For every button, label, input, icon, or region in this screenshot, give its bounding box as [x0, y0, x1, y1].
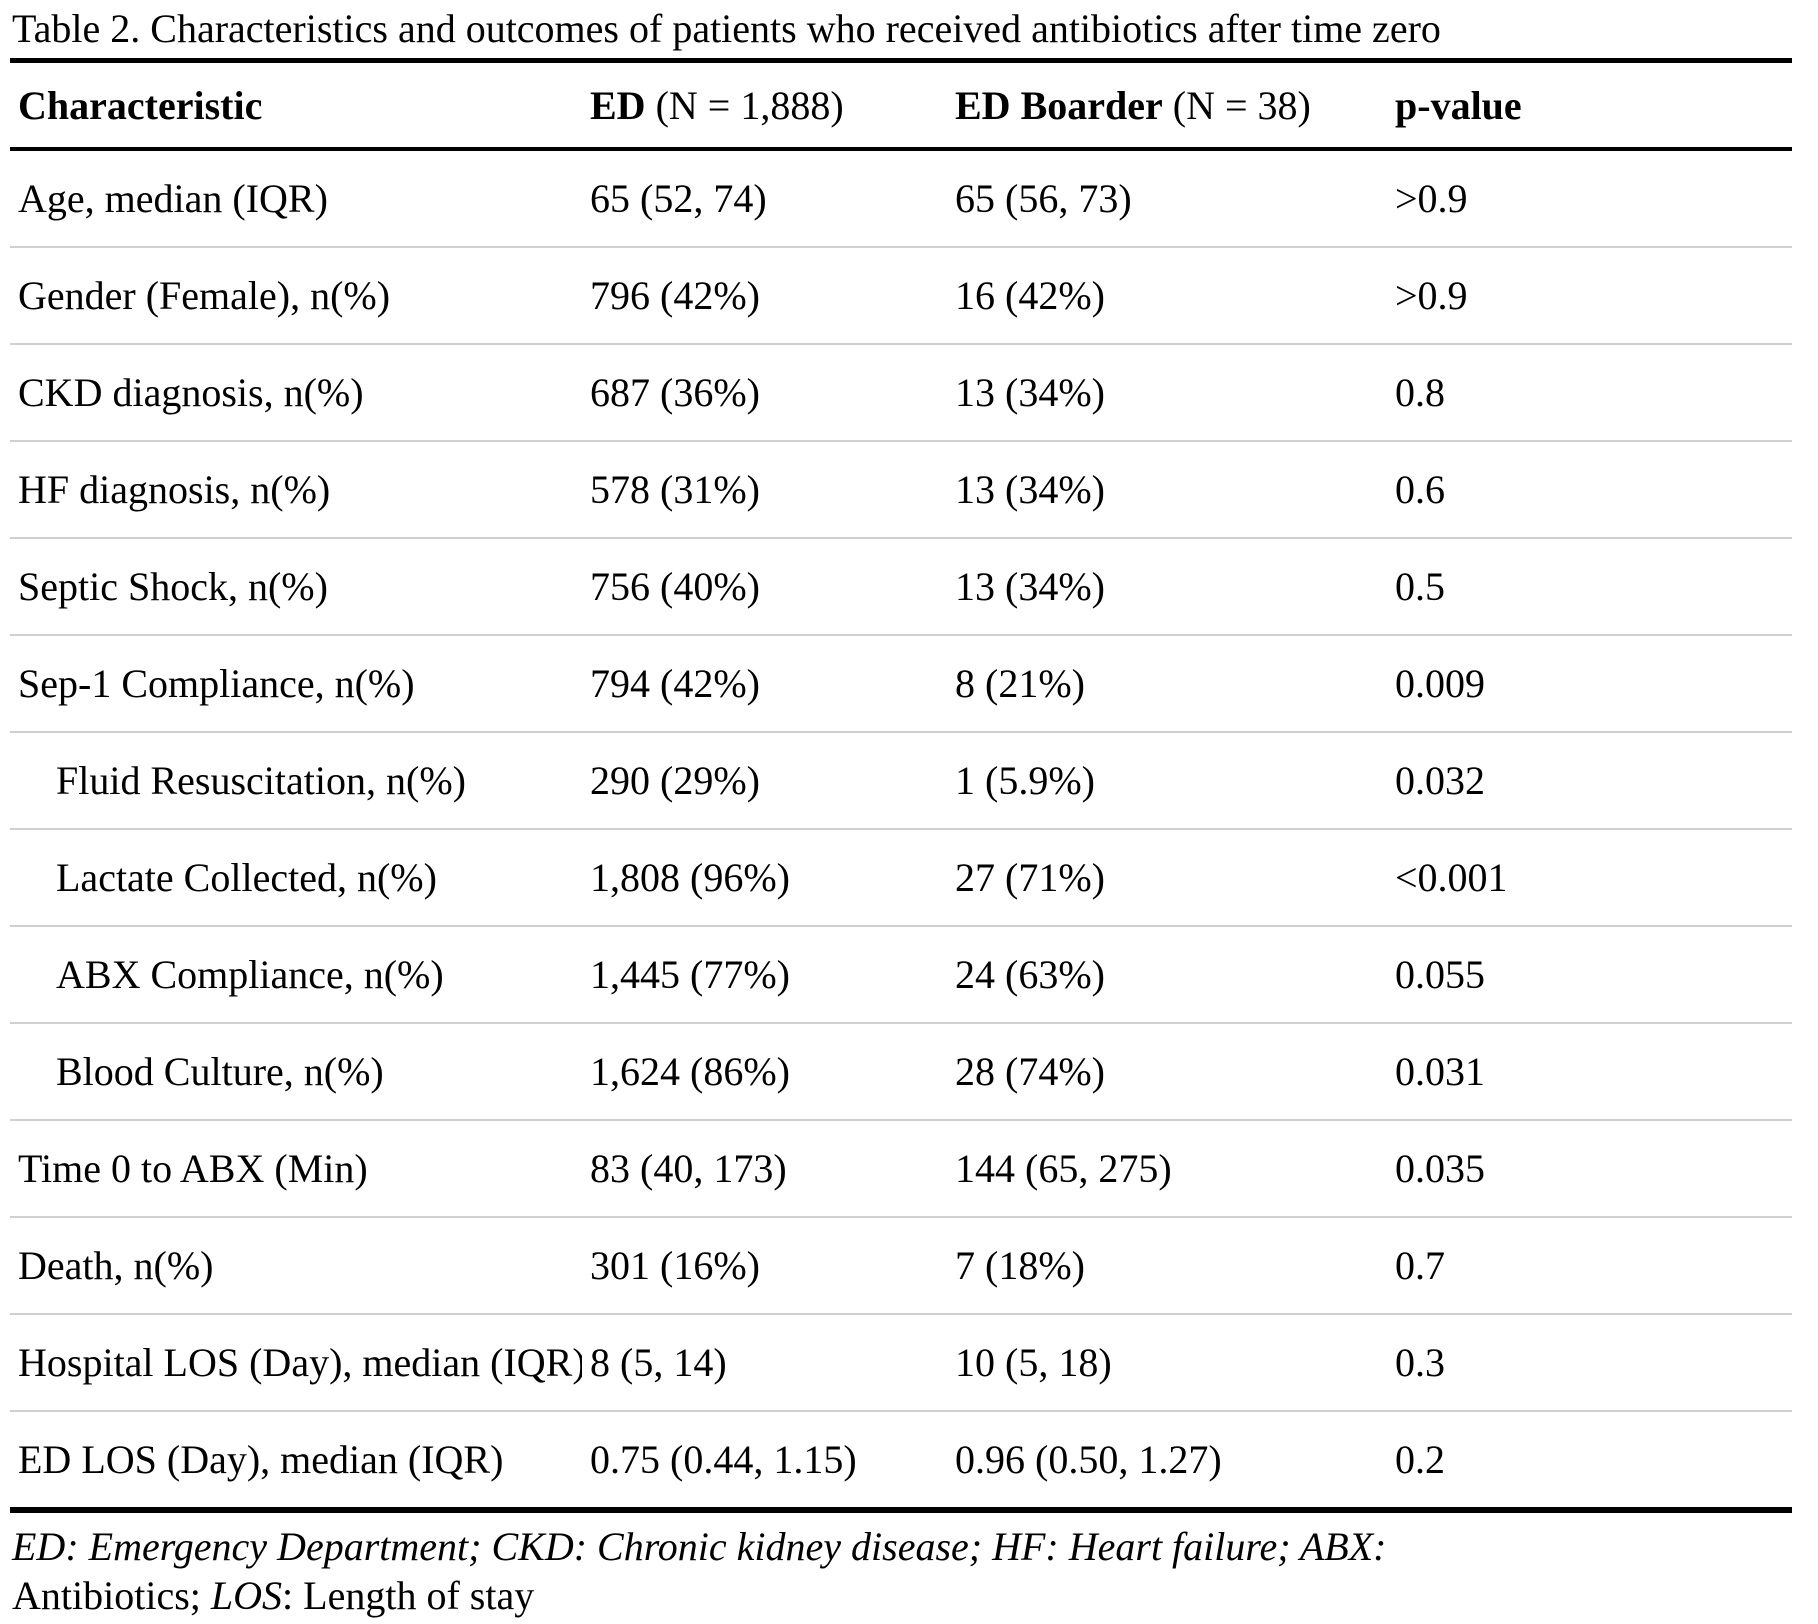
pvalue-cell: >0.9 — [1387, 247, 1792, 345]
pvalue-cell: 0.035 — [1387, 1120, 1792, 1218]
table-row: Age, median (IQR) 65 (52, 74) 65 (56, 73… — [10, 149, 1792, 248]
col-header-ed: ED (N = 1,888) — [582, 63, 947, 151]
boarder-value-cell: 16 (42%) — [947, 247, 1387, 345]
characteristic-cell: Age, median (IQR) — [10, 149, 582, 248]
footnote-line2-pre: Antibiotics; — [12, 1572, 211, 1618]
characteristic-cell: Hospital LOS (Day), median (IQR) — [10, 1314, 582, 1412]
characteristic-cell: Death, n(%) — [10, 1217, 582, 1315]
ed-value-cell: 687 (36%) — [582, 344, 947, 442]
table-row: Sep-1 Compliance, n(%) 794 (42%) 8 (21%)… — [10, 635, 1792, 733]
boarder-value-cell: 28 (74%) — [947, 1023, 1387, 1121]
characteristic-cell: Lactate Collected, n(%) — [10, 829, 582, 927]
pvalue-cell: 0.2 — [1387, 1411, 1792, 1513]
characteristic-cell: HF diagnosis, n(%) — [10, 441, 582, 539]
col-header-ed-boarder: ED Boarder (N = 38) — [947, 63, 1387, 151]
ed-value-cell: 301 (16%) — [582, 1217, 947, 1315]
table-title: Table 2. Characteristics and outcomes of… — [10, 0, 1792, 63]
col-header-characteristic: Characteristic — [10, 63, 582, 151]
table-row: Hospital LOS (Day), median (IQR) 8 (5, 1… — [10, 1314, 1792, 1412]
pvalue-cell: 0.8 — [1387, 344, 1792, 442]
boarder-value-cell: 8 (21%) — [947, 635, 1387, 733]
table-row: Death, n(%) 301 (16%) 7 (18%) 0.7 — [10, 1217, 1792, 1315]
table-row: Fluid Resuscitation, n(%) 290 (29%) 1 (5… — [10, 732, 1792, 830]
ed-value-cell: 1,624 (86%) — [582, 1023, 947, 1121]
table-row: Blood Culture, n(%) 1,624 (86%) 28 (74%)… — [10, 1023, 1792, 1121]
characteristic-cell: Blood Culture, n(%) — [10, 1023, 582, 1121]
pvalue-cell: 0.6 — [1387, 441, 1792, 539]
table-row: CKD diagnosis, n(%) 687 (36%) 13 (34%) 0… — [10, 344, 1792, 442]
table-row: Time 0 to ABX (Min) 83 (40, 173) 144 (65… — [10, 1120, 1792, 1218]
boarder-value-cell: 10 (5, 18) — [947, 1314, 1387, 1412]
pvalue-cell: 0.5 — [1387, 538, 1792, 636]
table-row: ABX Compliance, n(%) 1,445 (77%) 24 (63%… — [10, 926, 1792, 1024]
ed-value-cell: 65 (52, 74) — [582, 149, 947, 248]
boarder-value-cell: 24 (63%) — [947, 926, 1387, 1024]
pvalue-cell: 0.031 — [1387, 1023, 1792, 1121]
footnote: ED: Emergency Department; CKD: Chronic k… — [10, 1523, 1792, 1621]
ed-value-cell: 0.75 (0.44, 1.15) — [582, 1411, 947, 1513]
boarder-value-cell: 0.96 (0.50, 1.27) — [947, 1411, 1387, 1513]
pvalue-cell: 0.055 — [1387, 926, 1792, 1024]
footnote-line1: ED: Emergency Department; CKD: Chronic k… — [12, 1524, 1387, 1569]
footnote-line2-abbrev: LOS — [210, 1572, 283, 1618]
characteristics-table: Characteristic ED (N = 1,888) ED Boarder… — [10, 63, 1792, 1513]
boarder-value-cell: 27 (71%) — [947, 829, 1387, 927]
pvalue-cell: 0.7 — [1387, 1217, 1792, 1315]
boarder-value-cell: 1 (5.9%) — [947, 732, 1387, 830]
pvalue-cell: <0.001 — [1387, 829, 1792, 927]
footnote-line2-post: : Length of stay — [282, 1572, 535, 1618]
boarder-value-cell: 7 (18%) — [947, 1217, 1387, 1315]
characteristic-cell: ABX Compliance, n(%) — [10, 926, 582, 1024]
ed-value-cell: 1,445 (77%) — [582, 926, 947, 1024]
boarder-value-cell: 144 (65, 275) — [947, 1120, 1387, 1218]
ed-value-cell: 794 (42%) — [582, 635, 947, 733]
table-row: HF diagnosis, n(%) 578 (31%) 13 (34%) 0.… — [10, 441, 1792, 539]
ed-value-cell: 756 (40%) — [582, 538, 947, 636]
boarder-value-cell: 13 (34%) — [947, 344, 1387, 442]
characteristic-cell: Sep-1 Compliance, n(%) — [10, 635, 582, 733]
pvalue-cell: 0.009 — [1387, 635, 1792, 733]
characteristic-cell: Septic Shock, n(%) — [10, 538, 582, 636]
characteristic-cell: ED LOS (Day), median (IQR) — [10, 1411, 582, 1513]
characteristic-cell: Gender (Female), n(%) — [10, 247, 582, 345]
ed-value-cell: 578 (31%) — [582, 441, 947, 539]
col-header-ed-n: (N = 1,888) — [645, 82, 844, 128]
col-header-ed-bold: ED — [590, 82, 646, 128]
ed-value-cell: 796 (42%) — [582, 247, 947, 345]
table-header-row: Characteristic ED (N = 1,888) ED Boarder… — [10, 63, 1792, 151]
characteristic-cell: Fluid Resuscitation, n(%) — [10, 732, 582, 830]
table-row: Lactate Collected, n(%) 1,808 (96%) 27 (… — [10, 829, 1792, 927]
ed-value-cell: 1,808 (96%) — [582, 829, 947, 927]
table-row: Septic Shock, n(%) 756 (40%) 13 (34%) 0.… — [10, 538, 1792, 636]
table-row: ED LOS (Day), median (IQR) 0.75 (0.44, 1… — [10, 1411, 1792, 1513]
ed-value-cell: 83 (40, 173) — [582, 1120, 947, 1218]
ed-value-cell: 8 (5, 14) — [582, 1314, 947, 1412]
boarder-value-cell: 13 (34%) — [947, 441, 1387, 539]
boarder-value-cell: 13 (34%) — [947, 538, 1387, 636]
col-header-ed-boarder-bold: ED Boarder — [955, 82, 1163, 128]
pvalue-cell: 0.032 — [1387, 732, 1792, 830]
col-header-pvalue: p-value — [1387, 63, 1792, 151]
col-header-ed-boarder-n: (N = 38) — [1162, 82, 1311, 128]
pvalue-cell: 0.3 — [1387, 1314, 1792, 1412]
boarder-value-cell: 65 (56, 73) — [947, 149, 1387, 248]
table-row: Gender (Female), n(%) 796 (42%) 16 (42%)… — [10, 247, 1792, 345]
characteristic-cell: Time 0 to ABX (Min) — [10, 1120, 582, 1218]
characteristic-cell: CKD diagnosis, n(%) — [10, 344, 582, 442]
pvalue-cell: >0.9 — [1387, 149, 1792, 248]
ed-value-cell: 290 (29%) — [582, 732, 947, 830]
